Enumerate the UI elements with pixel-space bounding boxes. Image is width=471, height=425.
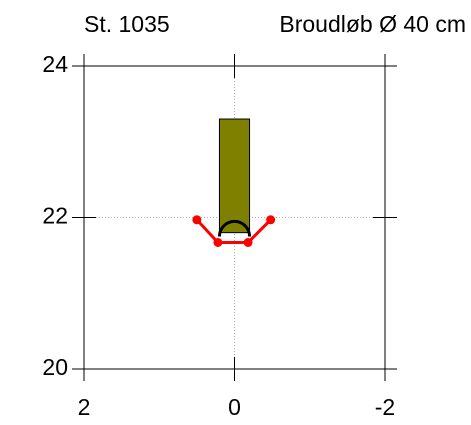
profile-line: [195, 218, 272, 244]
structure-bar: [218, 118, 251, 234]
profile-point: [243, 237, 253, 247]
profile-point: [192, 215, 202, 225]
chart-title: Broudløb Ø 40 cm: [279, 11, 466, 37]
station-label: St. 1035: [84, 11, 170, 37]
profile-point: [213, 237, 223, 247]
pipe: [217, 219, 252, 237]
x-tick-label: 2: [78, 394, 91, 420]
plot-frame: [83, 65, 386, 370]
x-tick-label: 0: [228, 394, 241, 420]
y-tick-label: 20: [42, 354, 68, 380]
profile-point: [266, 215, 276, 225]
x-tick-label: -2: [375, 394, 395, 420]
y-tick-label: 22: [42, 203, 68, 229]
y-tick-label: 24: [42, 51, 68, 77]
